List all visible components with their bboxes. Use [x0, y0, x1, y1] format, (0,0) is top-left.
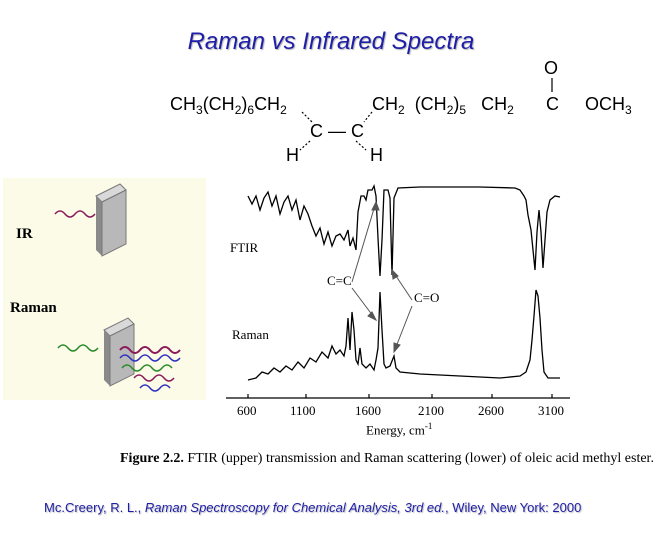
raman-scattered-wave — [139, 384, 171, 392]
slide-title: Raman vs Infrared Spectra — [187, 28, 475, 55]
figure-number: Figure 2.2. — [120, 451, 184, 466]
ir-block-face — [101, 189, 127, 257]
x-axis-title: Energy, cm-1 — [366, 421, 433, 438]
cc-arrowhead — [367, 311, 378, 322]
figure-caption-text: FTIR (upper) transmission and Raman scat… — [183, 451, 654, 466]
citation-book: Raman Spectroscopy for Chemical Analysis… — [144, 500, 445, 515]
molecule-bonds — [299, 78, 553, 151]
ester-group: OCH3 — [585, 94, 632, 117]
x-tick-label: 1100 — [290, 403, 316, 418]
carbonyl-oxygen: O — [544, 58, 559, 78]
bond-right-down — [355, 140, 367, 151]
raman-diagram-label: Raman — [10, 300, 57, 316]
raman-scattered-wave — [119, 354, 181, 362]
co-label: C=O — [414, 290, 440, 305]
cc-label: C=C — [327, 273, 352, 288]
x-tick-label: 600 — [237, 403, 257, 418]
chain-left: CH3(CH2)6CH2 — [170, 94, 287, 117]
raman-scattered-wave — [121, 364, 173, 372]
chain-right: CH2 (CH2)5 CH2 — [372, 94, 514, 117]
ir-label: IR — [16, 226, 33, 242]
raman-scattered-wave — [119, 346, 181, 354]
co-arrowhead — [391, 268, 399, 280]
x-tick-label: 1600 — [355, 403, 381, 418]
bond-left-up — [301, 111, 313, 123]
citation-authors: Mc.Creery, R. L., — [44, 500, 145, 515]
raman-illustration — [57, 317, 181, 392]
x-tick-label: 2100 — [418, 403, 444, 418]
bond-right-up — [363, 111, 373, 123]
raman-incident-wave — [57, 344, 99, 352]
x-axis — [226, 394, 570, 399]
ftir-label: FTIR — [230, 240, 259, 255]
ftir-trace — [247, 184, 561, 277]
cc-arrowhead — [371, 200, 380, 211]
raman-trace — [247, 289, 560, 381]
figure-caption: Figure 2.2. FTIR (upper) transmission an… — [120, 451, 654, 467]
raman-block-face — [109, 323, 135, 387]
annotation-arrows — [351, 200, 413, 354]
hydrogen-left: H — [286, 145, 299, 165]
bond-left-down — [299, 140, 311, 151]
hydrogen-right: H — [370, 145, 383, 165]
raman-scattered-wave — [133, 374, 175, 382]
citation: Mc.Creery, R. L., Raman Spectroscopy for… — [44, 500, 581, 515]
ir-wave — [54, 210, 96, 218]
co-arrowhead — [393, 342, 401, 354]
alkene-carbons: C — C — [310, 121, 364, 141]
ir-block-side — [96, 196, 102, 256]
citation-publisher: , Wiley, New York: 2000 — [444, 500, 582, 515]
cc-arrow-ftir — [351, 201, 377, 283]
x-tick-label: 2600 — [478, 403, 504, 418]
ir-illustration — [54, 183, 127, 257]
raman-spectrum-label: Raman — [232, 327, 269, 342]
raman-block-side — [104, 330, 110, 386]
x-tick-label: 3100 — [538, 403, 564, 418]
carbonyl-carbon: C — [546, 94, 559, 114]
